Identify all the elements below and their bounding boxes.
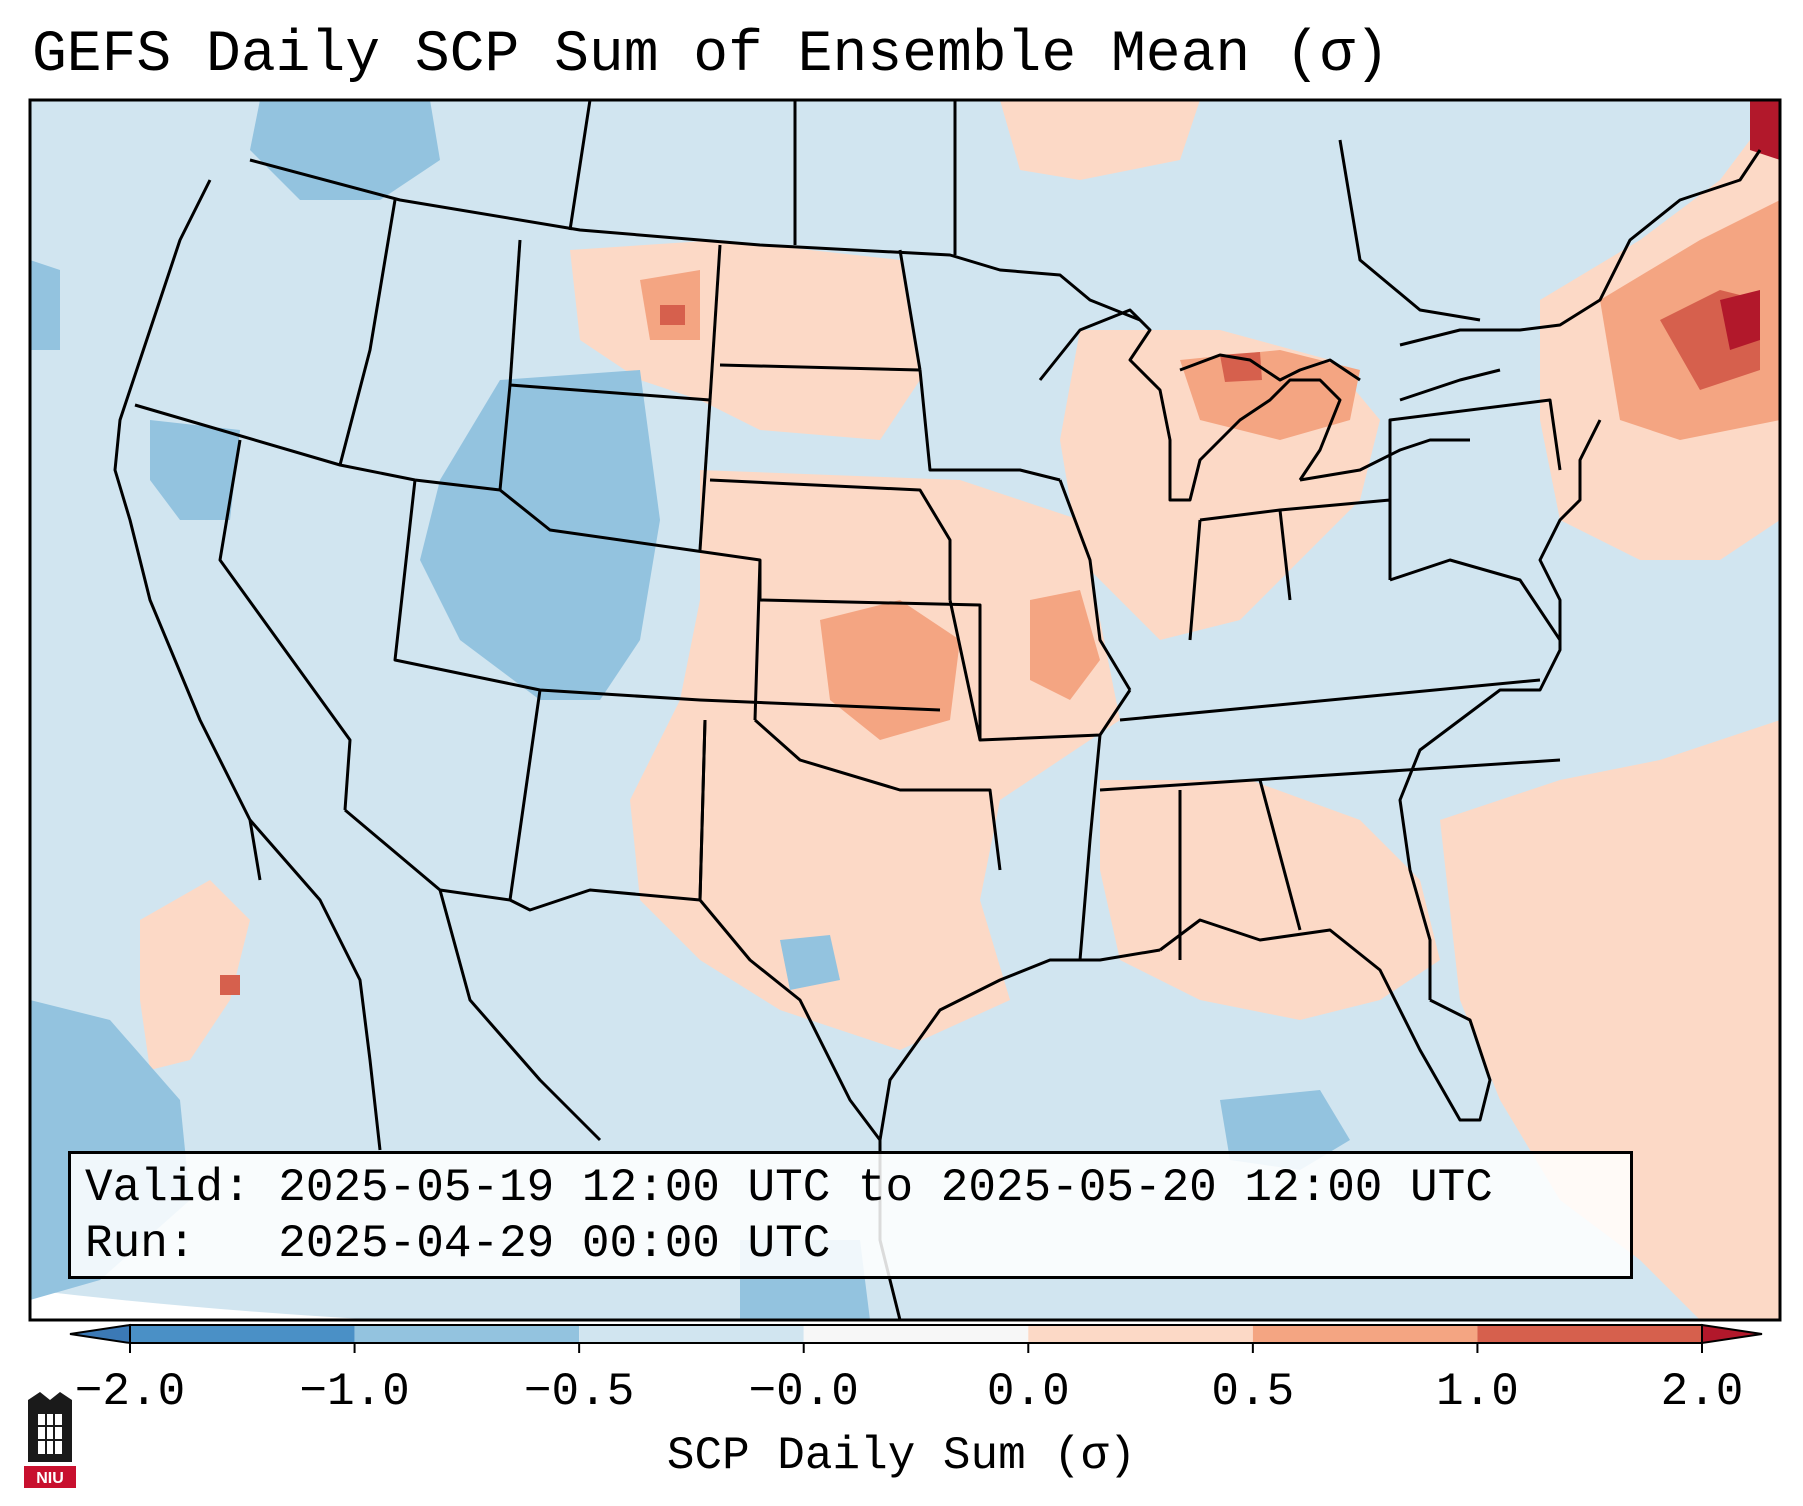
colorbar-bin <box>354 1325 580 1343</box>
missouri-moderate-positive <box>1030 590 1100 700</box>
svg-text:NIU: NIU <box>36 1470 64 1487</box>
info-box: Valid: 2025-05-19 12:00 UTC to 2025-05-2… <box>68 1151 1633 1279</box>
colorbar-bin <box>1477 1325 1702 1343</box>
map-frame <box>28 98 1782 1322</box>
colorbar-extend-low <box>69 1323 131 1345</box>
corner-extreme-positive <box>1750 100 1780 160</box>
pacific-positive <box>140 880 250 1070</box>
projection-edge <box>30 1290 380 1320</box>
colorbar-bin <box>1028 1325 1253 1343</box>
colorbar-bin <box>803 1325 1029 1343</box>
colorbar-tick-label: 0.0 <box>986 1366 1070 1418</box>
colorbar-bin <box>1252 1325 1478 1343</box>
colorbar-bin <box>130 1325 355 1343</box>
pacific-strong-positive <box>220 975 240 995</box>
atlantic-positive <box>1440 720 1780 1320</box>
colorbar-tick-label: 2.0 <box>1660 1366 1744 1418</box>
west-edge-negative <box>30 260 60 350</box>
niu-logo: NIU <box>24 1392 76 1488</box>
northeast-extreme-positive <box>1720 290 1760 350</box>
boundary-lines <box>113 100 1762 1320</box>
colorbar-outline <box>129 1324 1703 1344</box>
montana-strong-positive <box>660 305 685 325</box>
central-plains-positive <box>630 470 1120 1050</box>
colorbar-tick-label: −1.0 <box>299 1366 410 1418</box>
colorbar-tick-label: −0.5 <box>523 1366 635 1418</box>
texas-negative <box>780 935 840 990</box>
colorbar-label: SCP Daily Sum (σ) <box>666 1430 1137 1482</box>
rockies-negative <box>420 370 660 700</box>
southeast-positive <box>1100 780 1440 1020</box>
colorbar-tick-label: 0.5 <box>1211 1366 1295 1418</box>
colorbar-bin <box>579 1325 804 1343</box>
valid-time-line: Valid: 2025-05-19 12:00 UTC to 2025-05-2… <box>85 1162 1493 1214</box>
colorbar-extend-high <box>1701 1323 1763 1345</box>
run-time-line: Run: 2025-04-29 00:00 UTC <box>85 1218 831 1270</box>
map-title: GEFS Daily SCP Sum of Ensemble Mean (σ) <box>32 23 1390 88</box>
colorbar-tick-label: −0.0 <box>748 1366 859 1418</box>
northwest-negative <box>250 100 440 200</box>
canada-positive <box>1000 100 1200 180</box>
west-coast-negative <box>150 420 240 520</box>
colorbar-tick-label: −2.0 <box>74 1366 186 1418</box>
colorbar-tick-label: 1.0 <box>1436 1366 1519 1418</box>
gulf-negative <box>1220 1090 1350 1170</box>
